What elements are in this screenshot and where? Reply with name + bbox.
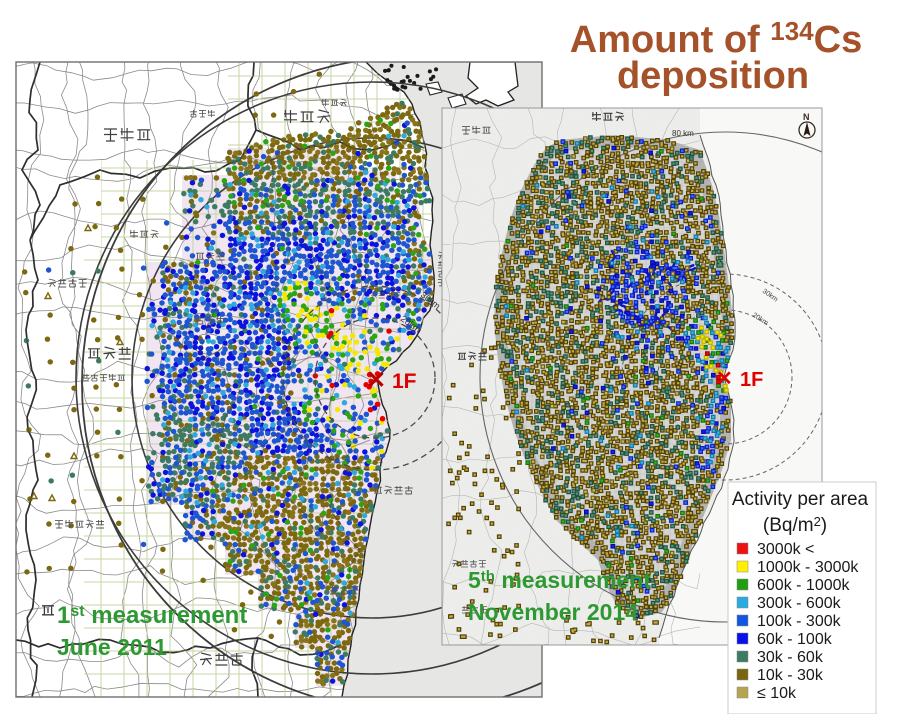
svg-text:N: N [803,112,810,122]
svg-text:≤ 10k: ≤ 10k [757,685,797,702]
svg-text:60k - 100k: 60k - 100k [757,631,833,648]
svg-text:deposition: deposition [617,55,809,97]
svg-text:(Bq/m2): (Bq/m2) [763,514,827,536]
svg-text:3000k <: 3000k < [757,541,814,558]
svg-text:Amount of 134Cs: Amount of 134Cs [570,16,862,61]
svg-text:100k - 300k: 100k - 300k [757,613,842,630]
svg-text:Activity per area: Activity per area [732,489,869,510]
svg-text:1000k - 3000k: 1000k - 3000k [757,559,859,576]
svg-text:30k - 60k: 30k - 60k [757,649,824,666]
svg-text:5th measurement: 5th measurement [468,567,651,593]
svg-text:✕: ✕ [366,367,386,394]
svg-text:1F: 1F [392,370,417,393]
svg-text:1st measurement: 1st measurement [57,602,247,629]
svg-text:June 2011: June 2011 [57,634,167,660]
svg-text:November 2014: November 2014 [468,599,638,625]
svg-text:1F: 1F [740,369,763,391]
svg-text:600k - 1000k: 600k - 1000k [757,577,851,594]
svg-text:300k - 600k: 300k - 600k [757,595,842,612]
svg-text:✕: ✕ [716,368,733,390]
svg-text:80 km: 80 km [672,129,694,138]
svg-text:10k - 30k: 10k - 30k [757,667,824,684]
